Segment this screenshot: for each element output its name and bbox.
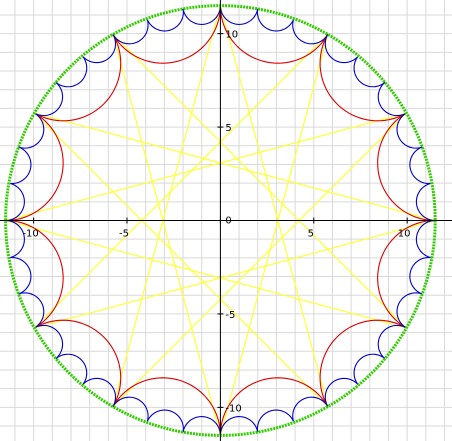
small-arc bbox=[396, 112, 423, 149]
star-polygon bbox=[5, 5, 436, 436]
small-arc bbox=[18, 292, 45, 329]
x-tick-label: 5 bbox=[308, 229, 314, 240]
large-arc bbox=[319, 34, 407, 122]
origin-label: 0 bbox=[225, 216, 231, 227]
small-arc bbox=[182, 416, 221, 436]
small-arc bbox=[409, 146, 433, 185]
large-arc bbox=[112, 377, 221, 436]
small-arc bbox=[5, 219, 25, 259]
large-arc bbox=[219, 377, 329, 436]
large-arcs bbox=[5, 5, 436, 436]
tick-labels: -10 -5 5 10 -10 -5 5 10 0 bbox=[22, 30, 410, 415]
small-arc bbox=[256, 409, 295, 433]
small-arc bbox=[415, 182, 436, 222]
star-edge bbox=[34, 112, 436, 222]
small-arc bbox=[182, 5, 221, 25]
y-tick-label: 10 bbox=[225, 30, 238, 41]
x-tick-label: 10 bbox=[398, 229, 411, 240]
small-arc bbox=[219, 416, 259, 436]
large-arc bbox=[319, 319, 407, 407]
small-arc bbox=[112, 18, 149, 45]
star-edge bbox=[112, 34, 221, 436]
y-tick-label: -10 bbox=[225, 403, 241, 414]
small-arc bbox=[353, 353, 386, 386]
small-arc bbox=[292, 18, 329, 45]
y-tick-label: -5 bbox=[225, 310, 235, 321]
star-edge bbox=[112, 112, 407, 408]
small-arc bbox=[55, 55, 88, 88]
large-arc bbox=[377, 112, 436, 222]
small-arc bbox=[34, 324, 64, 360]
small-arc bbox=[5, 182, 25, 222]
star-edge bbox=[112, 33, 407, 329]
star-edge bbox=[5, 112, 407, 222]
small-arc bbox=[112, 396, 149, 423]
star-edge bbox=[33, 112, 329, 408]
star-edge bbox=[33, 33, 329, 329]
small-arc bbox=[415, 219, 436, 259]
small-arc bbox=[81, 377, 117, 407]
large-arc bbox=[34, 34, 122, 122]
small-arc bbox=[55, 353, 88, 386]
star-edge bbox=[34, 219, 436, 329]
large-arc bbox=[5, 219, 64, 329]
star-edge bbox=[219, 5, 329, 407]
large-arc bbox=[5, 112, 64, 222]
small-arc bbox=[146, 409, 184, 433]
small-arc bbox=[8, 256, 32, 295]
large-arc bbox=[112, 5, 221, 64]
small-arcs bbox=[5, 5, 436, 436]
small-arc bbox=[324, 34, 359, 64]
small-arc bbox=[292, 396, 329, 423]
small-arc bbox=[81, 34, 117, 64]
small-arc bbox=[34, 81, 64, 117]
small-arc bbox=[18, 112, 45, 149]
large-arc bbox=[377, 219, 436, 329]
large-arc bbox=[219, 5, 329, 64]
star-edge bbox=[112, 5, 221, 407]
small-arc bbox=[377, 324, 407, 360]
small-arc bbox=[353, 55, 386, 88]
x-tick-label: -5 bbox=[119, 229, 129, 240]
small-arc bbox=[324, 377, 359, 407]
small-arc bbox=[377, 81, 407, 117]
small-arc bbox=[396, 292, 423, 329]
small-arc bbox=[219, 5, 259, 25]
star-edge bbox=[5, 219, 407, 329]
small-arc bbox=[409, 256, 433, 295]
large-arc bbox=[34, 319, 122, 407]
x-tick-label: -10 bbox=[22, 229, 38, 240]
y-tick-label: 5 bbox=[225, 123, 231, 134]
star-edge bbox=[219, 34, 329, 436]
small-arc bbox=[8, 146, 32, 185]
small-arc bbox=[256, 8, 295, 32]
small-arc bbox=[146, 8, 184, 32]
